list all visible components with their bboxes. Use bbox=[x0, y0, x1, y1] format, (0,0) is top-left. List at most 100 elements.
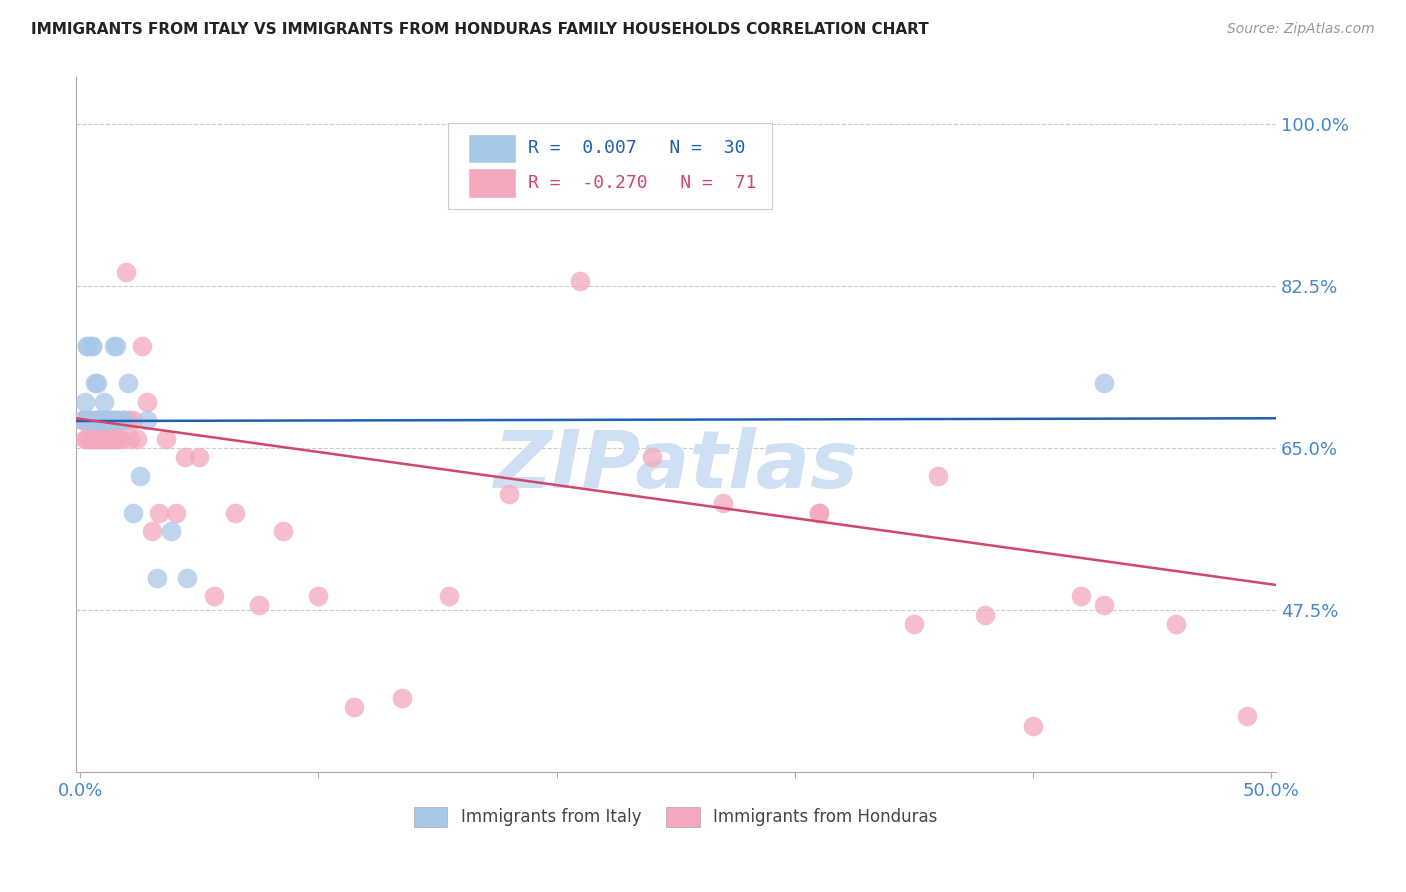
Point bbox=[112, 413, 135, 427]
Point bbox=[79, 413, 101, 427]
Text: Source: ZipAtlas.com: Source: ZipAtlas.com bbox=[1227, 22, 1375, 37]
Text: R =  -0.270   N =  71: R = -0.270 N = 71 bbox=[529, 174, 756, 192]
Point bbox=[76, 339, 98, 353]
Point bbox=[247, 599, 270, 613]
Point bbox=[498, 487, 520, 501]
FancyBboxPatch shape bbox=[468, 134, 516, 163]
Point bbox=[165, 506, 187, 520]
Point bbox=[308, 589, 330, 603]
Point bbox=[1094, 599, 1116, 613]
Point bbox=[1094, 376, 1116, 390]
Point bbox=[97, 413, 120, 427]
Point bbox=[114, 265, 136, 279]
Point bbox=[148, 506, 170, 520]
Point bbox=[271, 524, 294, 539]
Point bbox=[76, 413, 98, 427]
Point bbox=[107, 432, 129, 446]
Point bbox=[89, 413, 111, 427]
Point bbox=[89, 432, 111, 446]
Point bbox=[79, 413, 101, 427]
Point bbox=[75, 413, 97, 427]
FancyBboxPatch shape bbox=[468, 169, 516, 198]
Point bbox=[110, 432, 132, 446]
Text: ZIPatlas: ZIPatlas bbox=[494, 427, 858, 506]
Point bbox=[131, 339, 153, 353]
Point bbox=[224, 506, 246, 520]
Point bbox=[93, 394, 115, 409]
Point bbox=[112, 413, 135, 427]
Point bbox=[903, 616, 925, 631]
Point bbox=[79, 432, 101, 446]
Point bbox=[391, 690, 413, 705]
Point bbox=[188, 450, 211, 465]
Point bbox=[155, 432, 177, 446]
Point bbox=[72, 413, 94, 427]
Point bbox=[86, 413, 108, 427]
Point bbox=[105, 432, 128, 446]
Point bbox=[1164, 616, 1187, 631]
Point bbox=[79, 413, 101, 427]
Point bbox=[176, 570, 198, 584]
Point bbox=[641, 450, 664, 465]
Point bbox=[86, 413, 108, 427]
Point bbox=[127, 432, 149, 446]
Point bbox=[1022, 719, 1045, 733]
Point bbox=[86, 376, 108, 390]
Point bbox=[75, 432, 97, 446]
Point bbox=[807, 506, 830, 520]
Point bbox=[90, 413, 112, 427]
Point bbox=[159, 524, 181, 539]
Point bbox=[89, 413, 111, 427]
Point bbox=[72, 413, 94, 427]
Point bbox=[93, 432, 115, 446]
Point bbox=[117, 376, 139, 390]
Point bbox=[439, 589, 461, 603]
Point bbox=[100, 413, 122, 427]
Point bbox=[96, 432, 118, 446]
Point bbox=[96, 413, 118, 427]
Point bbox=[76, 339, 98, 353]
Point bbox=[83, 376, 105, 390]
Point bbox=[103, 432, 125, 446]
Point bbox=[75, 394, 97, 409]
Point bbox=[128, 468, 150, 483]
Point bbox=[83, 432, 105, 446]
Point bbox=[105, 413, 128, 427]
Point bbox=[93, 413, 115, 427]
Point bbox=[121, 413, 143, 427]
Point bbox=[100, 413, 122, 427]
Point bbox=[343, 700, 366, 714]
Point bbox=[83, 413, 105, 427]
Point bbox=[112, 413, 135, 427]
Text: IMMIGRANTS FROM ITALY VS IMMIGRANTS FROM HONDURAS FAMILY HOUSEHOLDS CORRELATION : IMMIGRANTS FROM ITALY VS IMMIGRANTS FROM… bbox=[31, 22, 929, 37]
FancyBboxPatch shape bbox=[447, 122, 772, 210]
Point bbox=[1236, 709, 1258, 723]
Point bbox=[90, 413, 112, 427]
Point bbox=[927, 468, 949, 483]
Point bbox=[72, 413, 94, 427]
Point bbox=[82, 339, 104, 353]
Point bbox=[97, 432, 120, 446]
Point bbox=[145, 570, 167, 584]
Point bbox=[105, 339, 128, 353]
Point bbox=[807, 506, 830, 520]
Point bbox=[711, 496, 734, 510]
Point bbox=[569, 274, 592, 288]
Point bbox=[121, 506, 143, 520]
Point bbox=[86, 432, 108, 446]
Point bbox=[93, 413, 115, 427]
Point bbox=[107, 413, 129, 427]
Point bbox=[103, 339, 125, 353]
Point bbox=[174, 450, 197, 465]
Legend: Immigrants from Italy, Immigrants from Honduras: Immigrants from Italy, Immigrants from H… bbox=[408, 801, 943, 833]
Text: R =  0.007   N =  30: R = 0.007 N = 30 bbox=[529, 139, 745, 157]
Point bbox=[82, 339, 104, 353]
Point bbox=[117, 413, 139, 427]
Point bbox=[76, 432, 98, 446]
Point bbox=[89, 413, 111, 427]
Point bbox=[100, 432, 122, 446]
Point bbox=[136, 413, 159, 427]
Point bbox=[103, 413, 125, 427]
Point bbox=[202, 589, 225, 603]
Point bbox=[136, 394, 159, 409]
